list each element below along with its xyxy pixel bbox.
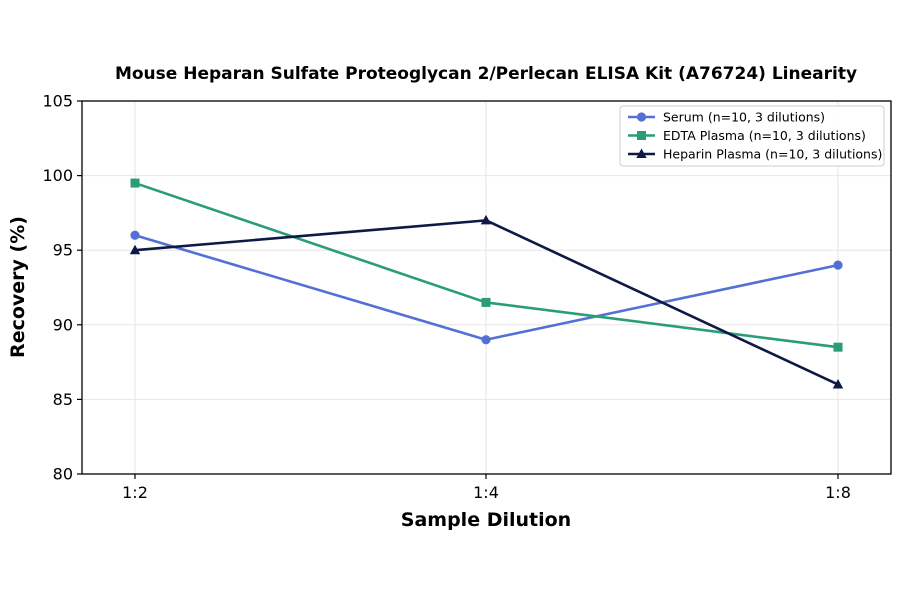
y-tick-label: 105	[42, 92, 73, 111]
legend-label-edta-plasma: EDTA Plasma (n=10, 3 dilutions)	[663, 128, 866, 143]
y-tick-label: 100	[42, 166, 73, 185]
x-tick-label: 1:8	[825, 483, 851, 502]
legend-label-serum: Serum (n=10, 3 dilutions)	[663, 110, 825, 125]
data-point-edta-plasma	[481, 297, 491, 307]
series-layer	[129, 178, 844, 389]
data-point-edta-plasma	[833, 342, 843, 352]
data-point-heparin-plasma	[480, 214, 492, 225]
chart-title: Mouse Heparan Sulfate Proteoglycan 2/Per…	[115, 64, 857, 84]
series-serum	[130, 230, 843, 345]
y-tick-label: 80	[53, 465, 73, 484]
y-tick-label: 85	[53, 390, 73, 409]
y-tick-label: 90	[53, 315, 73, 334]
y-axis-label: Recovery (%)	[7, 216, 29, 358]
legend-label-heparin-plasma: Heparin Plasma (n=10, 3 dilutions)	[663, 147, 882, 162]
legend-frame	[619, 105, 885, 167]
axis-ticks: 80 85 90 95 100 105 1:2 1:4 1:8	[42, 92, 850, 503]
x-tick-label: 1:2	[122, 483, 148, 502]
data-point-serum	[130, 230, 140, 240]
x-tick-label: 1:4	[473, 483, 499, 502]
data-point-heparin-plasma	[832, 378, 844, 389]
data-point-edta-plasma	[130, 178, 140, 188]
y-tick-label: 95	[53, 241, 73, 260]
series-edta-plasma	[130, 178, 843, 352]
legend-marker-edta-plasma	[637, 131, 646, 140]
x-axis-label: Sample Dilution	[401, 509, 571, 531]
data-point-heparin-plasma	[129, 244, 141, 255]
legend-marker-heparin-plasma	[636, 148, 647, 158]
series-heparin-plasma	[129, 214, 844, 389]
data-point-serum	[481, 335, 491, 345]
data-point-serum	[833, 260, 843, 270]
legend-marker-serum	[636, 112, 647, 122]
legend: Serum (n=10, 3 dilutions) EDTA Plasma (n=…	[619, 105, 885, 167]
